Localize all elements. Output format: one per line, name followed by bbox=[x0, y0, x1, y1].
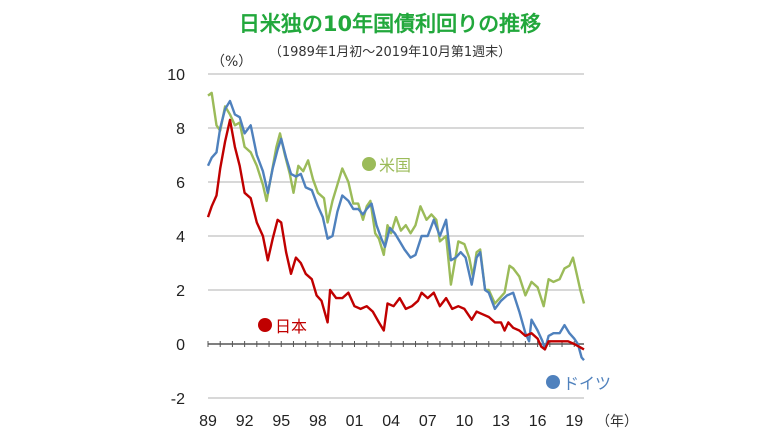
x-tick-label: 04 bbox=[382, 413, 400, 430]
x-tick-label: 16 bbox=[529, 413, 547, 430]
chart-title: 日米独の10年国債利回りの推移 bbox=[238, 12, 542, 36]
legend-germany-text: ドイツ bbox=[563, 374, 612, 393]
x-tick-label: 13 bbox=[492, 413, 510, 430]
legend-japan-marker bbox=[258, 318, 272, 332]
x-tick-label: 95 bbox=[272, 413, 290, 430]
y-tick-label: 4 bbox=[176, 229, 185, 246]
y-tick-label: 10 bbox=[167, 67, 185, 84]
x-tick-label: 19 bbox=[565, 413, 583, 430]
y-tick-label: 0 bbox=[176, 337, 185, 354]
legend-us-text: 米国 bbox=[379, 156, 412, 175]
series-line-us bbox=[207, 91, 586, 308]
legend-germany-marker bbox=[546, 375, 560, 389]
series-line-japan bbox=[206, 118, 585, 351]
x-tick-label: 92 bbox=[236, 413, 254, 430]
x-tick-label: 89 bbox=[199, 413, 217, 430]
chart-subtitle: （1989年1月初～2019年10月第1週末） bbox=[268, 45, 512, 60]
x-tick-label: 98 bbox=[309, 413, 327, 430]
legend-us-marker bbox=[362, 157, 376, 171]
x-axis-unit-label: （年） bbox=[596, 414, 638, 430]
legend-japan-text: 日本 bbox=[275, 317, 308, 336]
y-tick-label: 6 bbox=[176, 175, 185, 192]
legend-germany: ドイツ bbox=[546, 370, 611, 394]
y-tick-label: 2 bbox=[176, 283, 185, 300]
y-axis-unit-label: （%） bbox=[211, 54, 253, 70]
legend-us: 米国 bbox=[362, 152, 411, 176]
x-tick-label: 01 bbox=[346, 413, 364, 430]
y-tick-label: 8 bbox=[176, 121, 185, 138]
legend-japan: 日本 bbox=[258, 313, 307, 337]
x-tick-label: 10 bbox=[455, 413, 473, 430]
y-tick-label: -2 bbox=[171, 391, 185, 408]
x-tick-label: 07 bbox=[419, 413, 437, 430]
